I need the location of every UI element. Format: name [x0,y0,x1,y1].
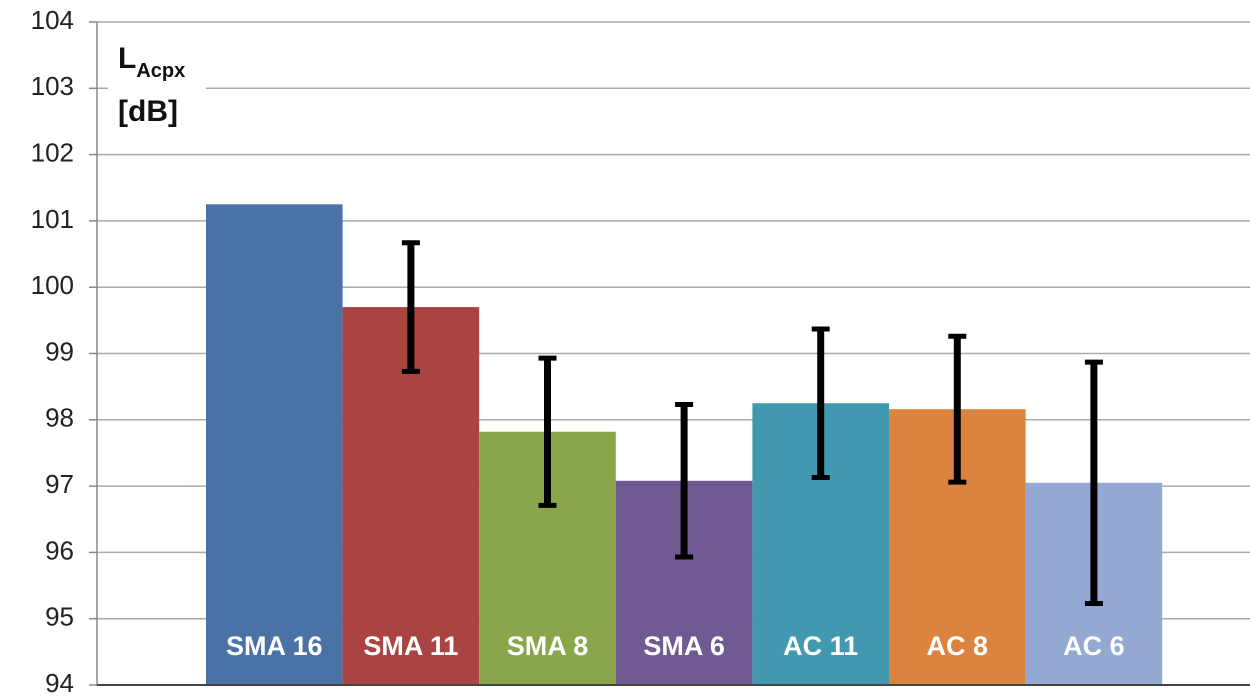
bars: SMA 16 SMA 11 SMA 8 SMA 6 AC 11 AC 8 AC 6 [206,204,1163,685]
error-bar [1084,359,1103,606]
y-tick-label: 102 [31,137,74,167]
category-label: SMA 8 [507,631,589,661]
category-label: AC 8 [927,631,989,661]
y-label-main: L [118,42,136,75]
category-label: SMA 11 [363,631,458,661]
y-tick-label: 95 [45,602,74,632]
error-bar [538,355,557,508]
error-bar [948,333,967,485]
category-label: AC 11 [783,631,858,661]
y-tick-label: 96 [45,535,74,565]
bar [206,204,343,685]
y-label-sub: Acpx [136,60,185,82]
category-label: SMA 16 [226,631,323,661]
y-tick-label: 100 [31,270,74,300]
y-tick-label: 104 [31,5,74,35]
error-bar [811,326,830,480]
y-tick-label: 94 [45,668,74,698]
y-label-box [108,38,206,138]
y-tick-label: 97 [45,469,74,499]
category-label: SMA 6 [643,631,725,661]
y-tick-label: 103 [31,71,74,101]
y-unit: [dB] [118,95,178,128]
y-tick-label: 98 [45,403,74,433]
category-label: AC 6 [1063,631,1125,661]
error-bar [401,240,420,374]
y-tick-label: 101 [31,204,74,234]
error-bar [675,402,694,560]
y-tick-label: 99 [45,336,74,366]
y-label: LAcpx [118,42,185,82]
